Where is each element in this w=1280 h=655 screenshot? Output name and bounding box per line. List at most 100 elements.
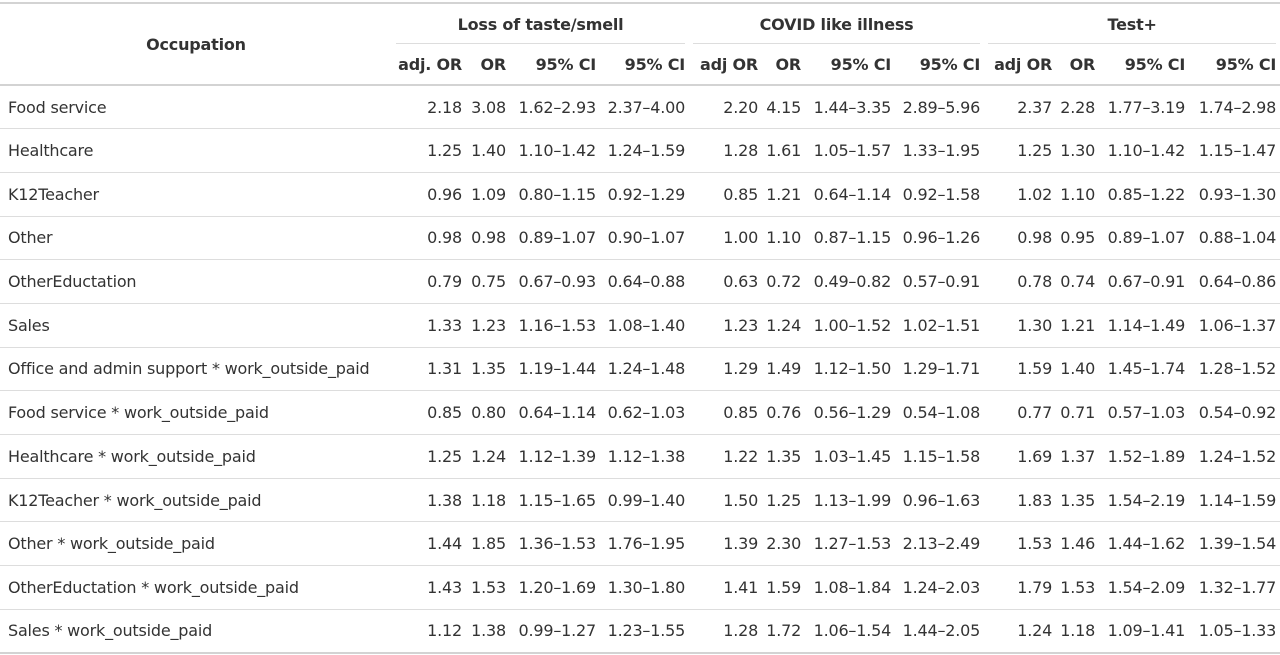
value-cell: 1.18 bbox=[471, 490, 506, 510]
value-cell: 1.40 bbox=[471, 141, 506, 161]
value-cell: 0.96–1.26 bbox=[902, 228, 981, 248]
value-cell: 1.08–1.84 bbox=[813, 577, 892, 597]
occupation-cell: Other bbox=[8, 228, 53, 248]
value-cell: 2.28 bbox=[1060, 97, 1096, 117]
value-cell: 1.15–1.47 bbox=[1198, 141, 1277, 161]
group-header-loss-of-taste-smell: Loss of taste/smell bbox=[392, 3, 689, 44]
value-cell: 1.16–1.53 bbox=[518, 315, 597, 335]
value-cell: 1.21 bbox=[1060, 315, 1096, 335]
value-cell: 1.76–1.95 bbox=[607, 534, 686, 554]
value-cell: 0.54–1.08 bbox=[902, 403, 981, 423]
value-cell: 0.98 bbox=[1017, 228, 1053, 248]
value-cell: 1.09 bbox=[471, 184, 506, 204]
value-cell: 1.35 bbox=[1060, 490, 1096, 510]
column-header: adj OR bbox=[994, 54, 1053, 74]
value-cell: 0.62–1.03 bbox=[607, 403, 686, 423]
occupation-cell: Other * work_outside_paid bbox=[8, 534, 215, 554]
value-cell: 1.85 bbox=[471, 534, 506, 554]
value-cell: 1.24 bbox=[766, 315, 802, 335]
value-cell: 2.20 bbox=[723, 97, 759, 117]
group-header-covid-like-illness: COVID like illness bbox=[689, 3, 984, 44]
value-cell: 1.29 bbox=[723, 359, 759, 379]
value-cell: 0.75 bbox=[471, 272, 506, 292]
table-row: OtherEductation * work_outside_paid 1.43 1… bbox=[0, 566, 1280, 610]
value-cell: 0.79 bbox=[427, 272, 462, 292]
value-cell: 0.64–1.14 bbox=[518, 403, 597, 423]
column-header: 95% CI bbox=[624, 54, 686, 74]
value-cell: 2.13–2.49 bbox=[902, 534, 981, 554]
value-cell: 1.50 bbox=[723, 490, 759, 510]
value-cell: 4.15 bbox=[766, 97, 802, 117]
value-cell: 0.63 bbox=[723, 272, 759, 292]
value-cell: 1.46 bbox=[1060, 534, 1096, 554]
table-row: Healthcare 1.25 1.40 1.10–1.42 1.24–1.59 1.28… bbox=[0, 129, 1280, 173]
value-cell: 1.35 bbox=[471, 359, 506, 379]
value-cell: 1.33 bbox=[427, 315, 462, 335]
value-cell: 0.96 bbox=[427, 184, 462, 204]
value-cell: 1.12–1.38 bbox=[607, 446, 686, 466]
table-row: Office and admin support * work_outside_… bbox=[0, 347, 1280, 391]
value-cell: 2.37 bbox=[1017, 97, 1053, 117]
occupation-cell: OtherEductation bbox=[8, 272, 137, 292]
occupation-cell: Healthcare bbox=[8, 141, 94, 161]
value-cell: 2.89–5.96 bbox=[902, 97, 981, 117]
value-cell: 1.44 bbox=[427, 534, 462, 554]
occupation-cell: K12Teacher bbox=[8, 184, 99, 204]
occupation-cell: Food service bbox=[8, 97, 107, 117]
column-header: 95% CI bbox=[830, 54, 892, 74]
value-cell: 0.78 bbox=[1017, 272, 1053, 292]
column-header: 95% CI bbox=[535, 54, 597, 74]
value-cell: 1.77–3.19 bbox=[1107, 97, 1186, 117]
value-cell: 1.37 bbox=[1060, 446, 1096, 466]
value-cell: 1.59 bbox=[766, 577, 802, 597]
value-cell: 1.25 bbox=[766, 490, 802, 510]
table-row: Sales * work_outside_paid 1.12 1.38 0.99–1.… bbox=[0, 609, 1280, 653]
value-cell: 1.05–1.33 bbox=[1198, 621, 1277, 641]
value-cell: 0.89–1.07 bbox=[1107, 228, 1186, 248]
occupation-cell: OtherEductation * work_outside_paid bbox=[8, 577, 299, 597]
value-cell: 1.79 bbox=[1017, 577, 1053, 597]
occupation-cell: Healthcare * work_outside_paid bbox=[8, 446, 256, 466]
value-cell: 1.24–1.59 bbox=[607, 141, 686, 161]
value-cell: 1.05–1.57 bbox=[813, 141, 892, 161]
value-cell: 1.10–1.42 bbox=[1107, 141, 1186, 161]
group-header-test-positive: Test+ bbox=[984, 3, 1280, 44]
table-row: OtherEductation 0.79 0.75 0.67–0.93 0.64–0.8… bbox=[0, 260, 1280, 304]
value-cell: 1.06–1.54 bbox=[813, 621, 892, 641]
value-cell: 0.96–1.63 bbox=[902, 490, 981, 510]
value-cell: 1.29–1.71 bbox=[902, 359, 981, 379]
column-header: adj. OR bbox=[398, 54, 462, 74]
value-cell: 1.35 bbox=[766, 446, 802, 466]
value-cell: 1.38 bbox=[427, 490, 462, 510]
value-cell: 1.54–2.09 bbox=[1107, 577, 1186, 597]
value-cell: 1.19–1.44 bbox=[518, 359, 597, 379]
value-cell: 1.24–2.03 bbox=[902, 577, 981, 597]
occupation-cell: Sales bbox=[8, 315, 50, 335]
value-cell: 0.92–1.58 bbox=[902, 184, 981, 204]
value-cell: 0.49–0.82 bbox=[813, 272, 892, 292]
column-header: 95% CI bbox=[1124, 54, 1186, 74]
value-cell: 1.25 bbox=[1017, 141, 1053, 161]
value-cell: 1.12–1.39 bbox=[518, 446, 597, 466]
column-header: 95% CI bbox=[1215, 54, 1277, 74]
value-cell: 1.39–1.54 bbox=[1198, 534, 1277, 554]
occupation-header: Occupation bbox=[146, 34, 246, 54]
value-cell: 1.00 bbox=[723, 228, 759, 248]
value-cell: 0.89–1.07 bbox=[518, 228, 597, 248]
value-cell: 0.85 bbox=[723, 403, 759, 423]
value-cell: 1.45–1.74 bbox=[1107, 359, 1186, 379]
value-cell: 1.72 bbox=[766, 621, 802, 641]
value-cell: 1.00–1.52 bbox=[813, 315, 892, 335]
column-header: 95% CI bbox=[919, 54, 981, 74]
value-cell: 1.24–1.52 bbox=[1198, 446, 1277, 466]
column-header-row: adj. OR OR 95% CI 95% CI adj OR OR 95% CI 95% C… bbox=[0, 44, 1280, 85]
value-cell: 0.64–0.86 bbox=[1198, 272, 1277, 292]
value-cell: 1.59 bbox=[1017, 359, 1053, 379]
value-cell: 1.44–2.05 bbox=[902, 621, 981, 641]
table-body: Food service 2.18 3.08 1.62–2.93 2.37–4.00 2.… bbox=[0, 85, 1280, 653]
value-cell: 0.71 bbox=[1060, 403, 1096, 423]
value-cell: 1.38 bbox=[471, 621, 506, 641]
value-cell: 1.41 bbox=[723, 577, 759, 597]
occupation-cell: Office and admin support * work_outside_… bbox=[8, 359, 370, 379]
